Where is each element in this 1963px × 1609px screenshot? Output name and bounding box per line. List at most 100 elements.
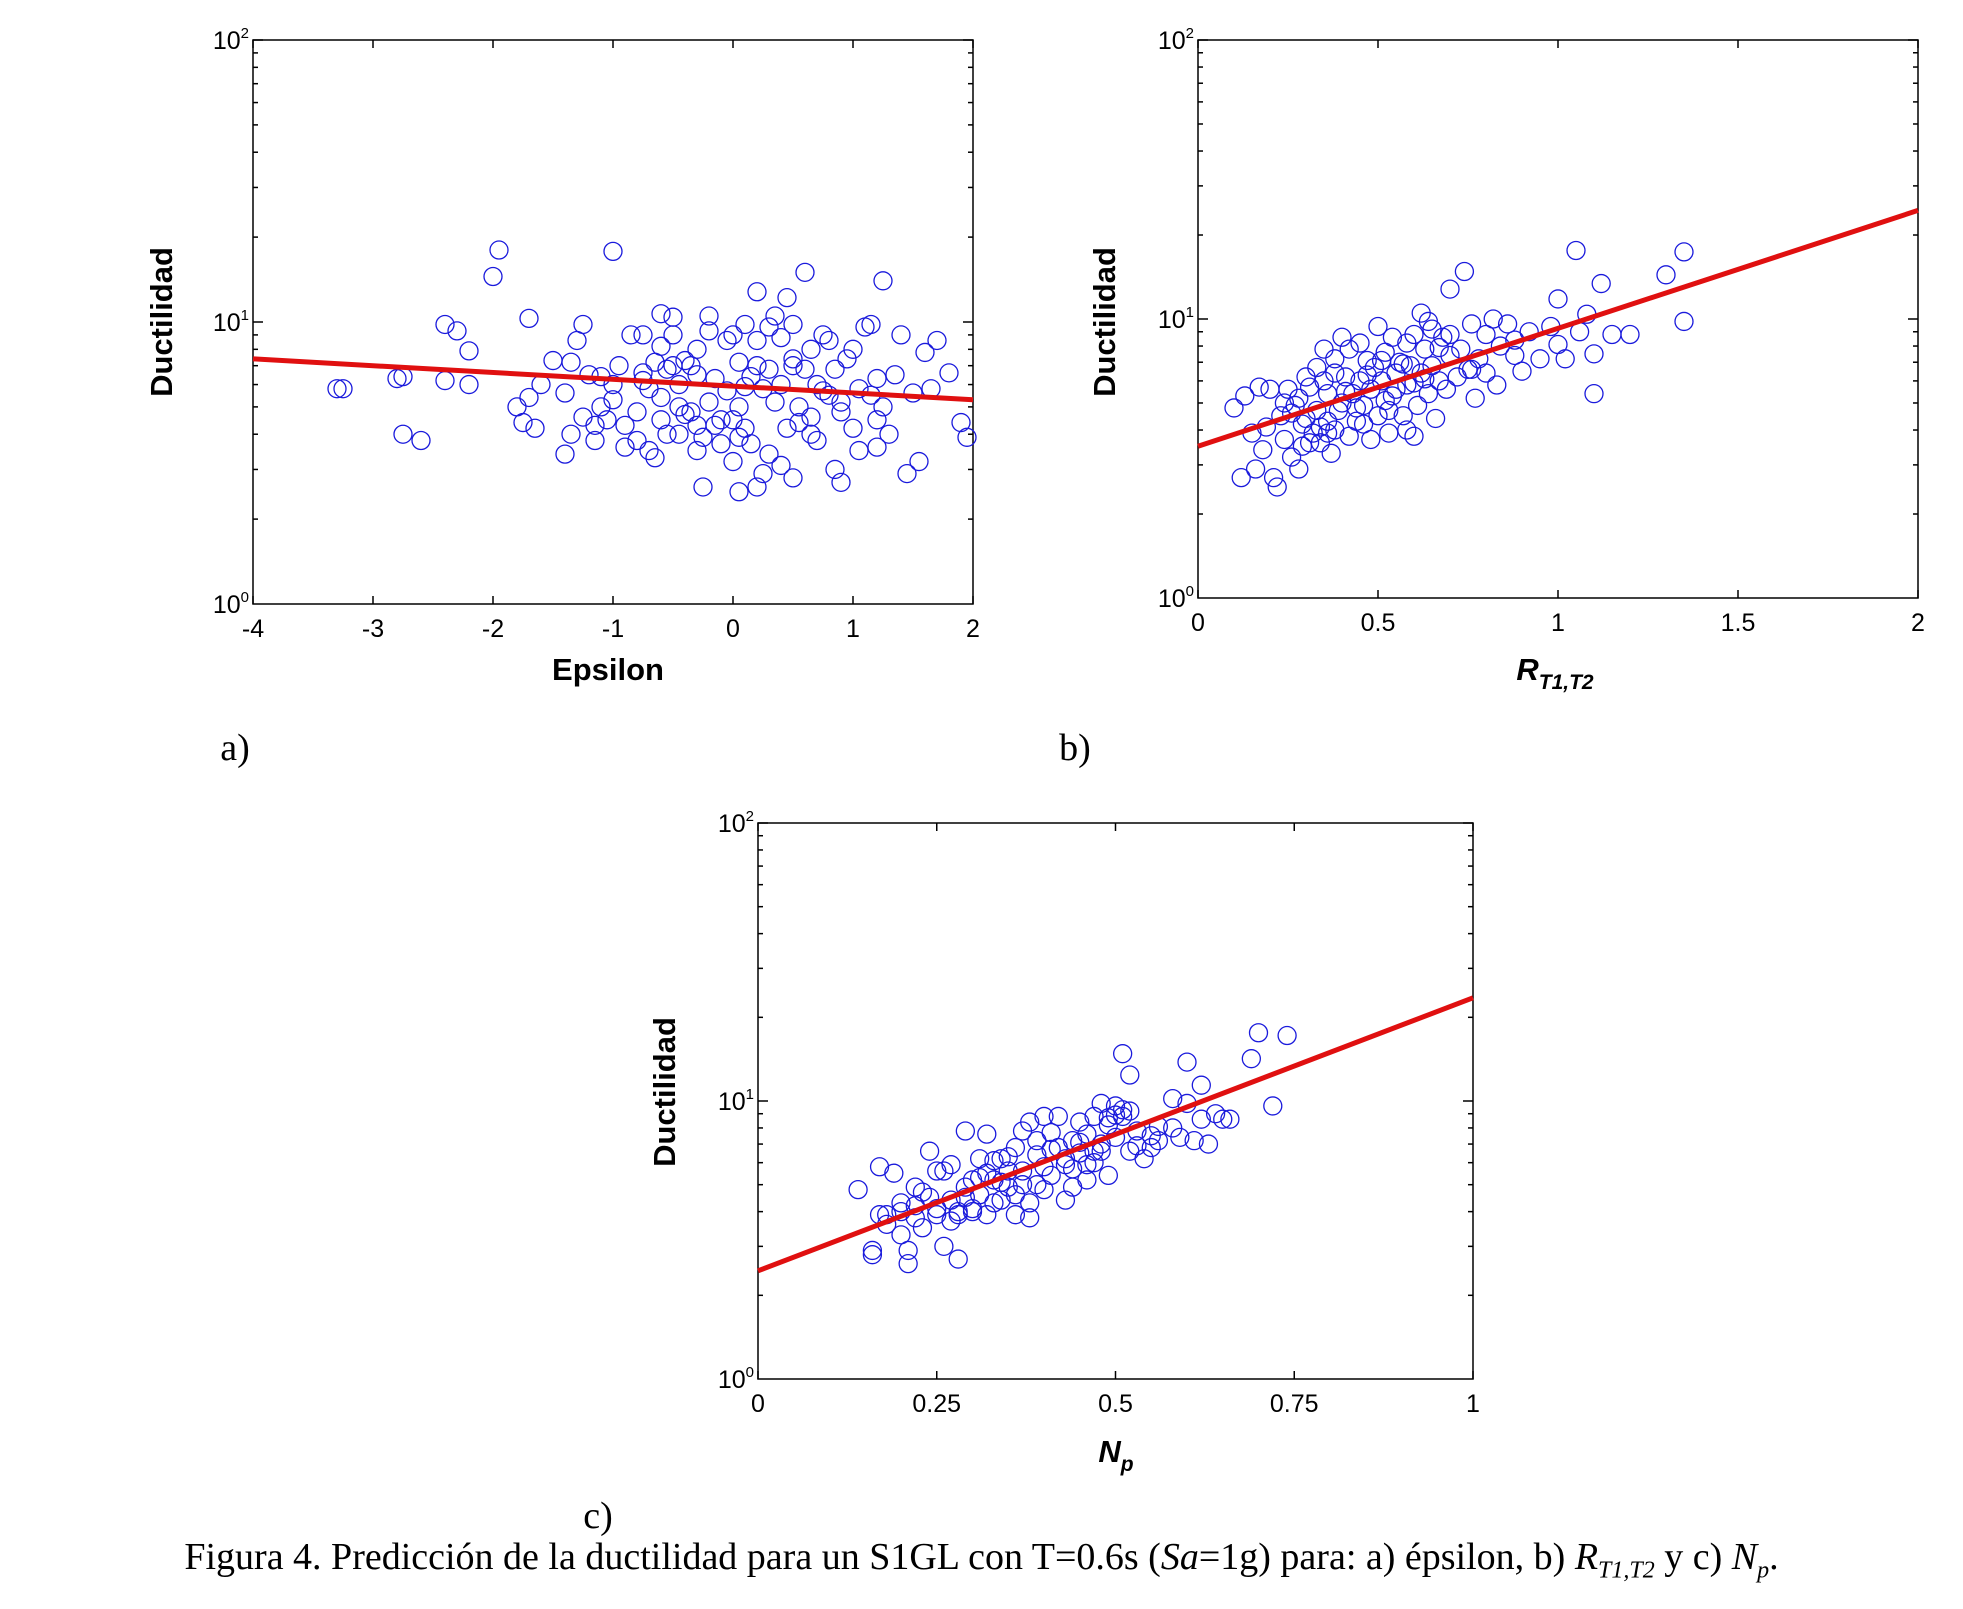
y-tick-label: 102 <box>1158 25 1194 55</box>
x-tick-label: 1 <box>846 615 860 643</box>
data-point <box>1461 359 1482 379</box>
data-point <box>1335 367 1356 387</box>
data-point <box>771 455 791 476</box>
data-point <box>927 1161 947 1181</box>
data-point <box>905 1177 925 1197</box>
data-point <box>1407 395 1428 416</box>
data-point <box>1379 400 1399 421</box>
data-point <box>771 328 791 348</box>
data-point <box>891 1225 911 1245</box>
data-point <box>998 1147 1018 1167</box>
data-point <box>862 1245 883 1265</box>
y-tick-exponent: 1 <box>746 1086 754 1103</box>
x-tick-label: -3 <box>362 615 384 643</box>
data-point <box>1005 1185 1026 1205</box>
data-point <box>867 410 887 430</box>
y-tick-exponent: 0 <box>241 589 249 606</box>
y-tick-exponent: 2 <box>1186 25 1194 42</box>
y-tick-exponent: 1 <box>241 307 249 324</box>
data-point <box>1048 1106 1068 1127</box>
data-point <box>813 325 833 345</box>
data-point <box>1357 365 1377 385</box>
x-tick-label: 0.75 <box>1270 1390 1319 1418</box>
data-point <box>723 451 743 472</box>
data-point <box>603 390 623 410</box>
data-point <box>919 1141 940 1161</box>
data-point <box>627 402 647 422</box>
data-point <box>898 1240 918 1261</box>
data-point <box>934 1236 954 1257</box>
data-point <box>843 418 863 438</box>
data-point <box>1465 388 1485 408</box>
data-point <box>651 304 671 324</box>
data-point <box>795 359 815 379</box>
data-point <box>849 440 869 461</box>
data-point <box>627 430 647 451</box>
x-axis-label-main: N <box>1098 1434 1121 1469</box>
y-tick-label: 102 <box>213 25 249 55</box>
data-point <box>903 383 923 403</box>
data-point <box>1418 384 1439 404</box>
data-point <box>862 1240 883 1261</box>
data-point <box>1134 1149 1154 1169</box>
data-point <box>1034 1106 1054 1127</box>
data-point <box>1289 459 1309 479</box>
data-point <box>951 412 971 433</box>
y-tick-base: 10 <box>718 1088 746 1116</box>
x-axis-label: Np <box>1098 1434 1133 1476</box>
plot-frame <box>1197 39 1919 599</box>
y-tick-exponent: 0 <box>1186 583 1194 600</box>
data-point <box>1584 344 1604 364</box>
data-point <box>1084 1153 1104 1173</box>
y-tick-base: 10 <box>1158 27 1186 55</box>
y-tick-exponent: 0 <box>746 1364 754 1381</box>
data-point <box>573 314 593 335</box>
data-point <box>1461 314 1482 334</box>
data-point <box>1231 467 1251 488</box>
data-point <box>891 325 911 345</box>
y-tick-base: 10 <box>213 591 241 619</box>
data-point <box>977 1124 997 1144</box>
data-point <box>687 440 707 461</box>
data-point <box>984 1151 1004 1171</box>
data-point <box>459 374 479 395</box>
data-point <box>1020 1112 1040 1132</box>
data-point <box>1274 429 1295 450</box>
data-point <box>1310 433 1331 453</box>
data-point <box>915 342 935 363</box>
data-point <box>735 314 755 335</box>
data-point <box>729 482 749 502</box>
data-point <box>1404 324 1424 345</box>
data-point <box>699 306 719 326</box>
data-point <box>1253 440 1273 460</box>
data-point <box>1177 1052 1197 1072</box>
data-point <box>747 356 767 376</box>
data-point <box>717 330 737 351</box>
data-point <box>1120 1065 1140 1085</box>
data-point <box>1278 379 1298 399</box>
data-point <box>489 240 509 260</box>
data-point <box>579 365 599 385</box>
data-point <box>393 367 413 387</box>
data-point <box>615 415 635 436</box>
data-point <box>873 271 893 291</box>
data-point <box>1325 349 1345 369</box>
data-point <box>1325 363 1345 383</box>
data-point <box>333 379 353 399</box>
data-point <box>849 379 869 399</box>
data-point <box>1602 324 1622 345</box>
data-point <box>1163 1118 1183 1138</box>
data-point <box>848 1179 868 1200</box>
x-tick-label: -4 <box>242 615 264 643</box>
data-point <box>977 1205 997 1225</box>
data-point <box>555 383 575 403</box>
data-point <box>912 1218 933 1238</box>
data-point <box>1055 1190 1076 1210</box>
x-axis-label-main: R <box>1516 652 1539 687</box>
data-point <box>657 424 677 444</box>
x-tick-label: 0.5 <box>1098 1390 1133 1418</box>
data-point <box>1213 1109 1233 1129</box>
data-point <box>1548 289 1568 309</box>
data-point <box>753 463 773 484</box>
data-point <box>729 352 749 372</box>
